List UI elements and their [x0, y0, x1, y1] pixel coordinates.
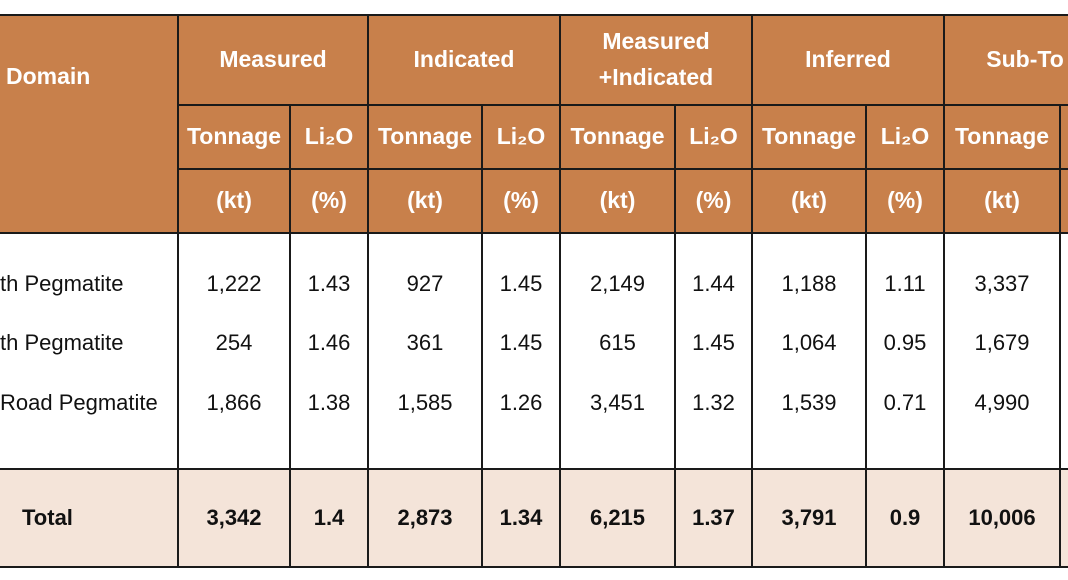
sub-header: Li₂O [689, 123, 738, 149]
rule [367, 14, 369, 568]
total-cell: 10,006 [968, 505, 1036, 530]
value-cell: 1,866 [206, 390, 262, 415]
value-cell: 4,990 [974, 390, 1030, 415]
rule [751, 14, 753, 568]
rule [865, 104, 867, 568]
value-cell: 1.38 [307, 390, 351, 415]
total-cell: 6,215 [589, 505, 646, 530]
rule [0, 14, 1068, 16]
value-cell: 1,585 [397, 390, 453, 415]
rule [0, 468, 1068, 470]
sub-header: Li₂O [880, 123, 930, 149]
unit-header: (kt) [599, 187, 636, 213]
value-cell: 3,337 [974, 271, 1030, 296]
total-cell: 0.9 [889, 505, 921, 530]
sub-header: Tonnage [761, 123, 857, 149]
rule [178, 104, 1068, 106]
rule [289, 104, 291, 568]
group-header: Measured [219, 46, 327, 72]
value-cell: 927 [406, 271, 444, 296]
unit-header: (%) [503, 187, 539, 213]
unit-header: (kt) [984, 187, 1020, 213]
value-cell: 1,064 [781, 330, 837, 355]
domain-label: Road Pegmatite [0, 390, 158, 415]
value-cell: 1.45 [499, 330, 543, 355]
value-cell: 1.46 [307, 330, 351, 355]
value-cell: 1,679 [974, 330, 1030, 355]
total-cell: 2,873 [397, 505, 453, 530]
unit-header: (%) [887, 187, 923, 213]
rule [177, 14, 179, 568]
total-cell: 1.34 [499, 505, 543, 530]
total-cell: 3,791 [781, 505, 837, 530]
sub-header: Tonnage [570, 123, 665, 149]
domain-label: th Pegmatite [0, 330, 124, 355]
group-header: Sub-To [986, 46, 1064, 72]
group-header: Indicated [413, 46, 515, 72]
value-cell: 1.45 [499, 271, 543, 296]
rule [559, 14, 561, 568]
value-cell: 254 [215, 330, 253, 355]
unit-header: (kt) [216, 187, 252, 213]
value-cell: 0.71 [883, 390, 927, 415]
rule [0, 566, 1068, 568]
unit-header: (kt) [791, 187, 827, 213]
value-cell: 615 [599, 330, 636, 355]
value-cell: 3,451 [589, 390, 646, 415]
value-cell: 1.26 [499, 390, 543, 415]
sub-header: Tonnage [377, 123, 473, 149]
total-cell: 1.37 [692, 505, 735, 530]
value-cell: 1.44 [692, 271, 735, 296]
domain-header: Domain [6, 63, 91, 89]
unit-header: (kt) [407, 187, 443, 213]
sub-header: Li₂O [496, 123, 546, 149]
rule [1059, 104, 1061, 568]
sub-header: Tonnage [186, 123, 282, 149]
unit-header: (%) [311, 187, 347, 213]
sub-header: Li₂O [304, 123, 354, 149]
value-cell: 1,188 [781, 271, 837, 296]
sub-header: Tonnage [954, 123, 1050, 149]
group-header: Measured +Indicated [598, 28, 714, 90]
value-cell: 1.11 [884, 271, 926, 296]
value-cell: 1.43 [307, 271, 351, 296]
rule [943, 14, 945, 568]
value-cell: 1,222 [206, 271, 262, 296]
value-cell: 1,539 [781, 390, 837, 415]
value-cell: 1.32 [692, 390, 735, 415]
rule [674, 104, 676, 568]
value-cell: 2,149 [589, 271, 646, 296]
domain-label: th Pegmatite [0, 271, 124, 296]
group-header: Inferred [805, 46, 891, 72]
total-label: Total [22, 505, 73, 530]
rule [178, 168, 1068, 170]
value-cell: 0.95 [883, 330, 927, 355]
total-cell: 3,342 [206, 505, 262, 530]
unit-header: (%) [695, 187, 732, 213]
value-cell: 1.45 [692, 330, 735, 355]
value-cell: 361 [406, 330, 444, 355]
rule [0, 232, 1068, 234]
total-cell: 1.4 [313, 505, 345, 530]
rule [481, 104, 483, 568]
